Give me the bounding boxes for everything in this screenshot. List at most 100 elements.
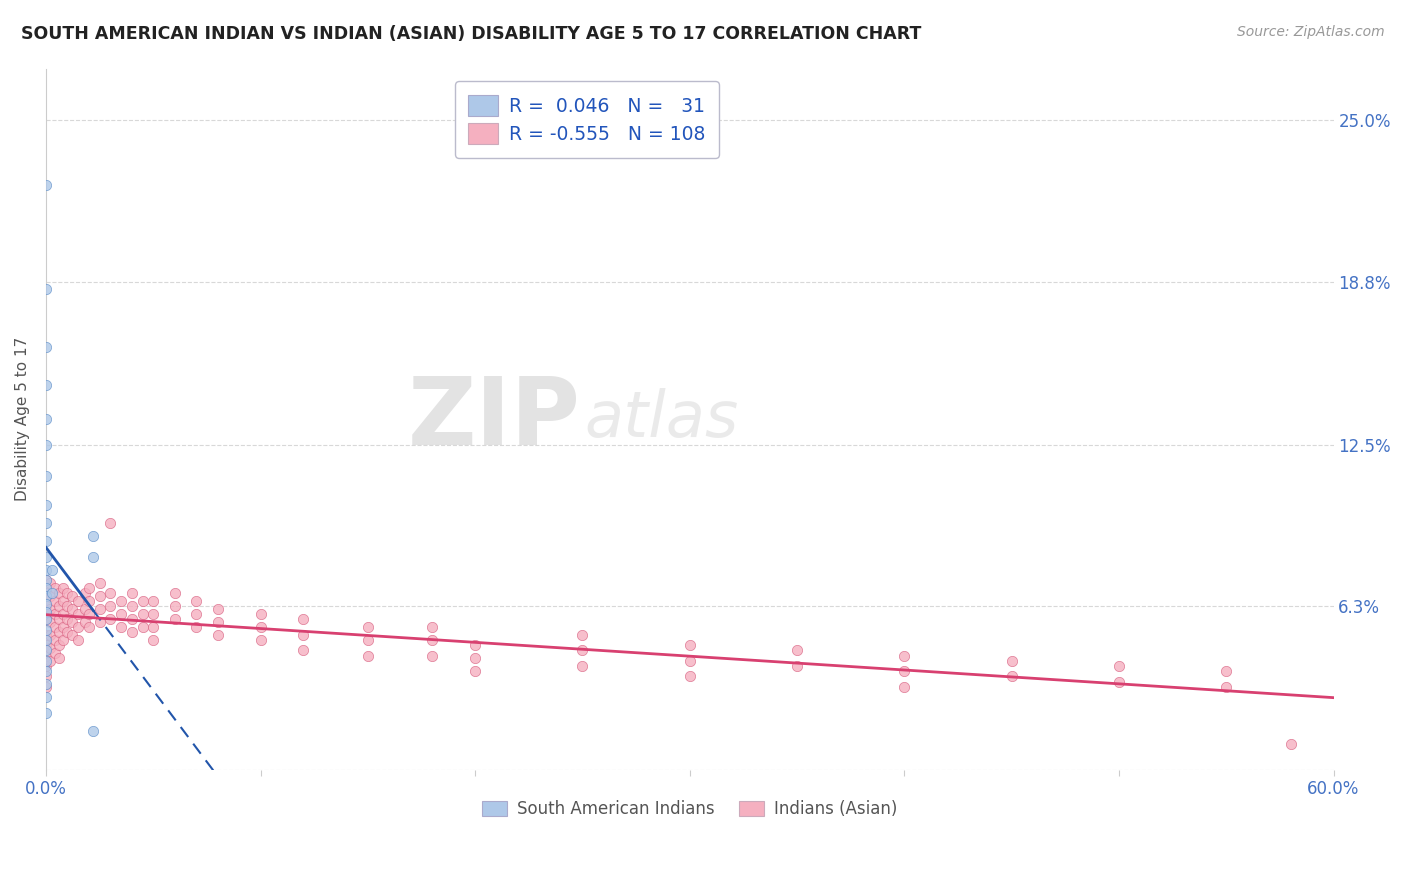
Point bbox=[35, 586, 58, 600]
Point bbox=[110, 594, 132, 608]
Point bbox=[44, 581, 66, 595]
Point bbox=[52, 594, 75, 608]
Point bbox=[60, 602, 83, 616]
Point bbox=[35, 282, 58, 296]
Point bbox=[292, 628, 315, 642]
Point bbox=[786, 659, 808, 673]
Point bbox=[110, 607, 132, 621]
Point bbox=[98, 516, 121, 531]
Point bbox=[1215, 680, 1237, 694]
Y-axis label: Disability Age 5 to 17: Disability Age 5 to 17 bbox=[15, 337, 30, 501]
Point bbox=[39, 576, 62, 591]
Point bbox=[464, 665, 486, 679]
Point bbox=[464, 651, 486, 665]
Point bbox=[67, 607, 90, 621]
Point bbox=[60, 615, 83, 629]
Point bbox=[420, 633, 443, 648]
Point bbox=[679, 654, 702, 668]
Point bbox=[142, 607, 165, 621]
Point bbox=[357, 620, 380, 634]
Point bbox=[89, 576, 111, 591]
Point bbox=[39, 615, 62, 629]
Point bbox=[35, 597, 58, 611]
Point bbox=[142, 633, 165, 648]
Point bbox=[52, 581, 75, 595]
Point bbox=[77, 594, 100, 608]
Point bbox=[1001, 669, 1024, 683]
Point bbox=[131, 620, 153, 634]
Point bbox=[35, 534, 58, 549]
Point bbox=[98, 586, 121, 600]
Point bbox=[35, 563, 58, 577]
Point bbox=[39, 654, 62, 668]
Point bbox=[35, 549, 58, 564]
Point bbox=[48, 586, 70, 600]
Point bbox=[121, 586, 143, 600]
Point bbox=[1108, 674, 1130, 689]
Point bbox=[39, 589, 62, 603]
Point bbox=[292, 612, 315, 626]
Point bbox=[77, 607, 100, 621]
Point bbox=[249, 607, 271, 621]
Point bbox=[1108, 659, 1130, 673]
Point bbox=[52, 607, 75, 621]
Point bbox=[249, 620, 271, 634]
Point bbox=[35, 612, 58, 626]
Point bbox=[163, 612, 186, 626]
Point bbox=[73, 602, 96, 616]
Point bbox=[77, 620, 100, 634]
Point bbox=[1279, 737, 1302, 751]
Point bbox=[48, 638, 70, 652]
Point bbox=[1215, 665, 1237, 679]
Point bbox=[35, 412, 58, 426]
Point bbox=[571, 643, 593, 657]
Point bbox=[571, 659, 593, 673]
Point bbox=[35, 581, 58, 595]
Point bbox=[77, 581, 100, 595]
Point bbox=[52, 633, 75, 648]
Point bbox=[48, 599, 70, 614]
Legend: South American Indians, Indians (Asian): South American Indians, Indians (Asian) bbox=[475, 794, 904, 825]
Text: atlas: atlas bbox=[583, 388, 738, 450]
Point bbox=[131, 594, 153, 608]
Point bbox=[163, 586, 186, 600]
Point bbox=[35, 623, 58, 637]
Point bbox=[35, 690, 58, 705]
Point bbox=[89, 589, 111, 603]
Point bbox=[35, 612, 58, 626]
Point bbox=[35, 669, 58, 683]
Point bbox=[35, 574, 58, 588]
Point bbox=[679, 669, 702, 683]
Point bbox=[131, 607, 153, 621]
Text: ZIP: ZIP bbox=[408, 373, 581, 466]
Point bbox=[249, 633, 271, 648]
Point bbox=[48, 651, 70, 665]
Point bbox=[82, 549, 104, 564]
Point bbox=[420, 648, 443, 663]
Point bbox=[44, 646, 66, 660]
Point bbox=[39, 602, 62, 616]
Point bbox=[35, 648, 58, 663]
Point bbox=[35, 178, 58, 193]
Point bbox=[207, 602, 229, 616]
Point bbox=[1001, 654, 1024, 668]
Point bbox=[44, 607, 66, 621]
Point bbox=[48, 625, 70, 640]
Point bbox=[121, 612, 143, 626]
Point bbox=[679, 638, 702, 652]
Point bbox=[39, 640, 62, 655]
Point bbox=[142, 594, 165, 608]
Point bbox=[41, 586, 63, 600]
Point bbox=[98, 599, 121, 614]
Point bbox=[44, 620, 66, 634]
Point bbox=[56, 599, 79, 614]
Point bbox=[39, 628, 62, 642]
Point bbox=[73, 615, 96, 629]
Point bbox=[35, 665, 58, 679]
Point bbox=[163, 599, 186, 614]
Point bbox=[571, 628, 593, 642]
Point bbox=[60, 589, 83, 603]
Point bbox=[35, 654, 58, 668]
Point bbox=[35, 605, 58, 619]
Point bbox=[35, 378, 58, 392]
